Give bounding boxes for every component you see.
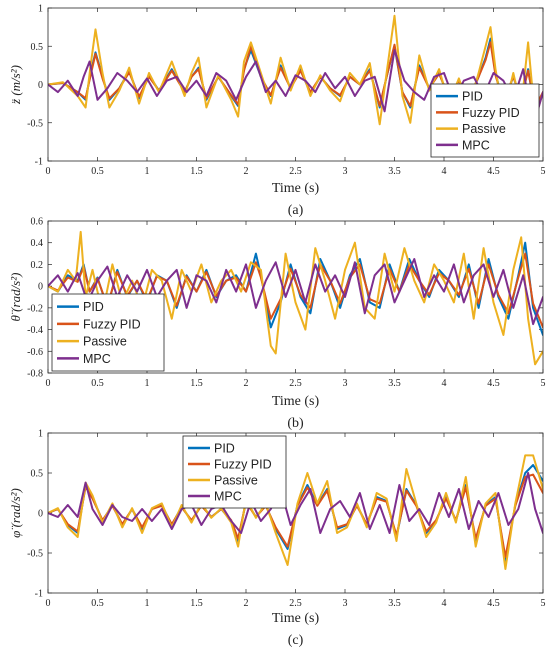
y-tick-label: 1 [38, 4, 43, 15]
y-tick-label: 1 [38, 429, 43, 440]
x-tick-label: 1 [145, 598, 150, 609]
y-tick-label: -0.5 [27, 549, 43, 560]
legend-label: MPC [214, 490, 242, 504]
y-axis-label: θ̈ (rad/s²) [8, 273, 23, 322]
panel-a: 0 0.5 1 1.5 2 2.5 3 3.5 4 4.5 5 -1 -0.5 0 0.5 1 PID Fuzzy… [8, 4, 546, 219]
x-tick-label: 1.5 [190, 166, 203, 177]
y-tick-label: -0.2 [27, 303, 43, 314]
legend-label: Passive [83, 335, 127, 349]
x-tick-label: 4 [442, 598, 447, 609]
x-tick-label: 2 [244, 166, 249, 177]
x-axis-label: Time (s) [272, 394, 320, 409]
legend-label: PID [214, 442, 235, 456]
y-tick-label: -0.5 [27, 118, 43, 129]
y-tick-label: 0.6 [31, 217, 44, 228]
x-tick-label: 4.5 [487, 598, 500, 609]
x-tick-label: 4.5 [487, 378, 500, 389]
y-tick-label: 0.2 [31, 260, 44, 271]
x-tick-label: 2.5 [289, 598, 302, 609]
x-tick-label: 1 [145, 378, 150, 389]
y-tick-label: 0.5 [31, 42, 44, 53]
y-tick-label: 0 [38, 509, 43, 520]
x-axis-label: Time (s) [272, 181, 320, 196]
y-tick-label: 0.5 [31, 469, 44, 480]
legend-label: PID [83, 300, 104, 314]
x-tick-label: 2 [244, 598, 249, 609]
y-axis-label: φ̈ (rad/s²) [8, 488, 23, 538]
x-tick-label: 1.5 [190, 598, 203, 609]
x-tick-label: 4 [442, 378, 447, 389]
x-tick-label: 0.5 [91, 166, 104, 177]
panel-c: 0 0.5 1 1.5 2 2.5 3 3.5 4 4.5 5 -1 -0.5 0 0.5 1 PID Fuzzy… [8, 429, 546, 648]
y-tick-label: 0 [38, 80, 43, 91]
legend-label: PID [462, 90, 483, 104]
series-group [48, 454, 543, 570]
plot-area-frame [47, 432, 544, 594]
y-tick-label: -0.6 [27, 347, 43, 358]
panel-b: 0 0.5 1 1.5 2 2.5 3 3.5 4 4.5 5 -0.8 -0.6 -0.4 -0.2 0 0.… [8, 217, 546, 432]
legend: PID Fuzzy PID Passive MPC [182, 435, 287, 509]
y-axis-label: z̈ (m/s²) [8, 65, 23, 105]
x-tick-label: 3.5 [388, 166, 401, 177]
x-tick-label: 1 [145, 166, 150, 177]
series-line-passive [48, 454, 543, 570]
y-tick-label: -0.4 [27, 325, 43, 336]
x-tick-label: 0 [46, 378, 51, 389]
x-tick-label: 3 [343, 166, 348, 177]
x-tick-label: 0 [46, 166, 51, 177]
panel-caption: (c) [288, 633, 304, 648]
series-group [48, 14, 543, 128]
legend-label: Passive [214, 474, 258, 488]
x-tick-label: 1.5 [190, 378, 203, 389]
legend-label: MPC [83, 352, 111, 366]
y-tick-label: 0.4 [31, 238, 44, 249]
legend: PID Fuzzy PID Passive MPC [430, 83, 540, 158]
y-tick-label: -1 [35, 157, 43, 168]
series-line-mpc [48, 472, 543, 534]
x-tick-label: 0 [46, 598, 51, 609]
x-tick-label: 3 [343, 378, 348, 389]
legend-label: Passive [462, 122, 506, 136]
x-tick-label: 5 [541, 598, 546, 609]
x-axis-label: Time (s) [272, 611, 320, 626]
x-tick-label: 4.5 [487, 166, 500, 177]
series-line-fuzzy-pid [48, 252, 543, 329]
panel-caption: (b) [287, 416, 304, 431]
x-tick-label: 3.5 [388, 598, 401, 609]
plot-area-frame [47, 220, 544, 374]
x-tick-label: 4 [442, 166, 447, 177]
panel-caption: (a) [288, 203, 304, 218]
y-tick-label: -1 [35, 589, 43, 600]
legend-label: Fuzzy PID [214, 458, 272, 472]
plot-area-frame [47, 7, 544, 162]
y-tick-label: -0.8 [27, 369, 43, 380]
x-tick-label: 3 [343, 598, 348, 609]
legend-label: Fuzzy PID [462, 106, 520, 120]
series-line-mpc [48, 258, 543, 326]
x-tick-label: 2 [244, 378, 249, 389]
x-tick-label: 3.5 [388, 378, 401, 389]
legend-label: Fuzzy PID [83, 317, 141, 331]
x-tick-label: 0.5 [91, 378, 104, 389]
legend-label: MPC [462, 138, 490, 152]
x-tick-label: 5 [541, 378, 546, 389]
x-tick-label: 2.5 [289, 166, 302, 177]
x-tick-label: 5 [541, 166, 546, 177]
x-tick-label: 0.5 [91, 598, 104, 609]
legend: PID Fuzzy PID Passive MPC [51, 293, 165, 372]
y-tick-label: 0 [38, 282, 43, 293]
x-tick-label: 2.5 [289, 378, 302, 389]
